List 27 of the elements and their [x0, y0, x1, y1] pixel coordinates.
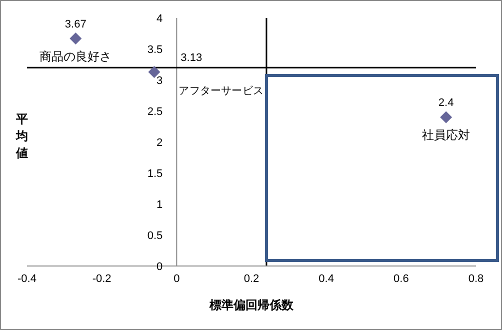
- x-axis-title: 標準偏回帰係数: [208, 298, 294, 312]
- y-tick-label: 4: [156, 13, 163, 25]
- x-tick-label: 0.2: [244, 272, 260, 285]
- x-tick-label: 0: [174, 272, 180, 285]
- point: [70, 32, 82, 44]
- y-tick-label: 3: [156, 75, 163, 87]
- y-tick-label: 2.5: [147, 106, 163, 118]
- point: [440, 111, 452, 124]
- annotation: アフターサービス: [178, 84, 264, 97]
- y-tick-label: 1.5: [147, 168, 163, 180]
- data-label: 3.67: [64, 18, 86, 30]
- y-tick-label: 3.5: [147, 44, 163, 56]
- x-tick-label: 0.8: [468, 272, 484, 285]
- x-tick-label: 0.6: [394, 272, 409, 285]
- y-tick-label: 1: [156, 199, 163, 211]
- data-label: 3.13: [180, 52, 202, 64]
- point: [148, 66, 160, 78]
- x-tick-label: 0.4: [318, 272, 334, 285]
- data-label: 2.4: [438, 97, 454, 110]
- x-tick-label: -0.2: [92, 272, 112, 285]
- y-axis-title: 平均値: [15, 111, 29, 162]
- y-tick-label: 2: [156, 137, 163, 149]
- y-tick-label: 0.5: [147, 230, 163, 242]
- annotation: 社員応対: [422, 128, 470, 142]
- annotation: 商品の良好さ: [40, 49, 112, 64]
- x-tick-label: -0.4: [18, 272, 36, 285]
- y-tick-label: 0: [156, 261, 163, 273]
